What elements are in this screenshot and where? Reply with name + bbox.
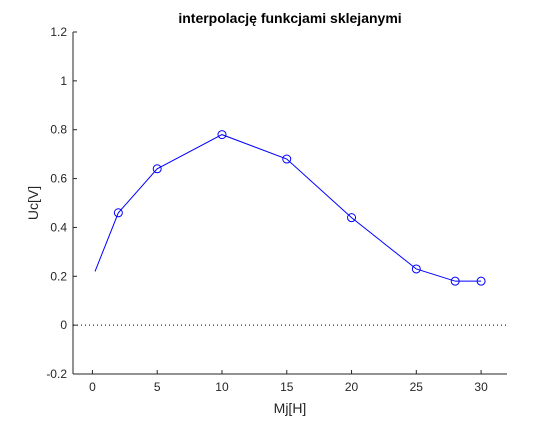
x-tick-label: 30 <box>474 380 488 394</box>
y-tick-label: 1.2 <box>50 25 67 39</box>
y-axis-label: Uc[V] <box>25 186 41 220</box>
y-tick-label: 0 <box>60 318 67 332</box>
x-tick-label: 5 <box>154 380 161 394</box>
x-axis-label: Mj[H] <box>274 400 307 416</box>
y-tick-label: 0.6 <box>50 172 67 186</box>
y-tick-label: 0.8 <box>50 123 67 137</box>
y-tick-label: 0.2 <box>50 269 67 283</box>
x-tick-label: 10 <box>215 380 229 394</box>
y-tick-label: -0.2 <box>46 367 67 381</box>
x-tick-label: 15 <box>280 380 294 394</box>
x-tick-label: 25 <box>410 380 424 394</box>
y-tick-label: 1 <box>60 74 67 88</box>
chart-title: interpolację funkcjami sklejanymi <box>178 10 401 26</box>
x-tick-label: 0 <box>89 380 96 394</box>
y-tick-label: 0.4 <box>50 220 67 234</box>
x-tick-label: 20 <box>345 380 359 394</box>
plot-area <box>73 32 507 374</box>
